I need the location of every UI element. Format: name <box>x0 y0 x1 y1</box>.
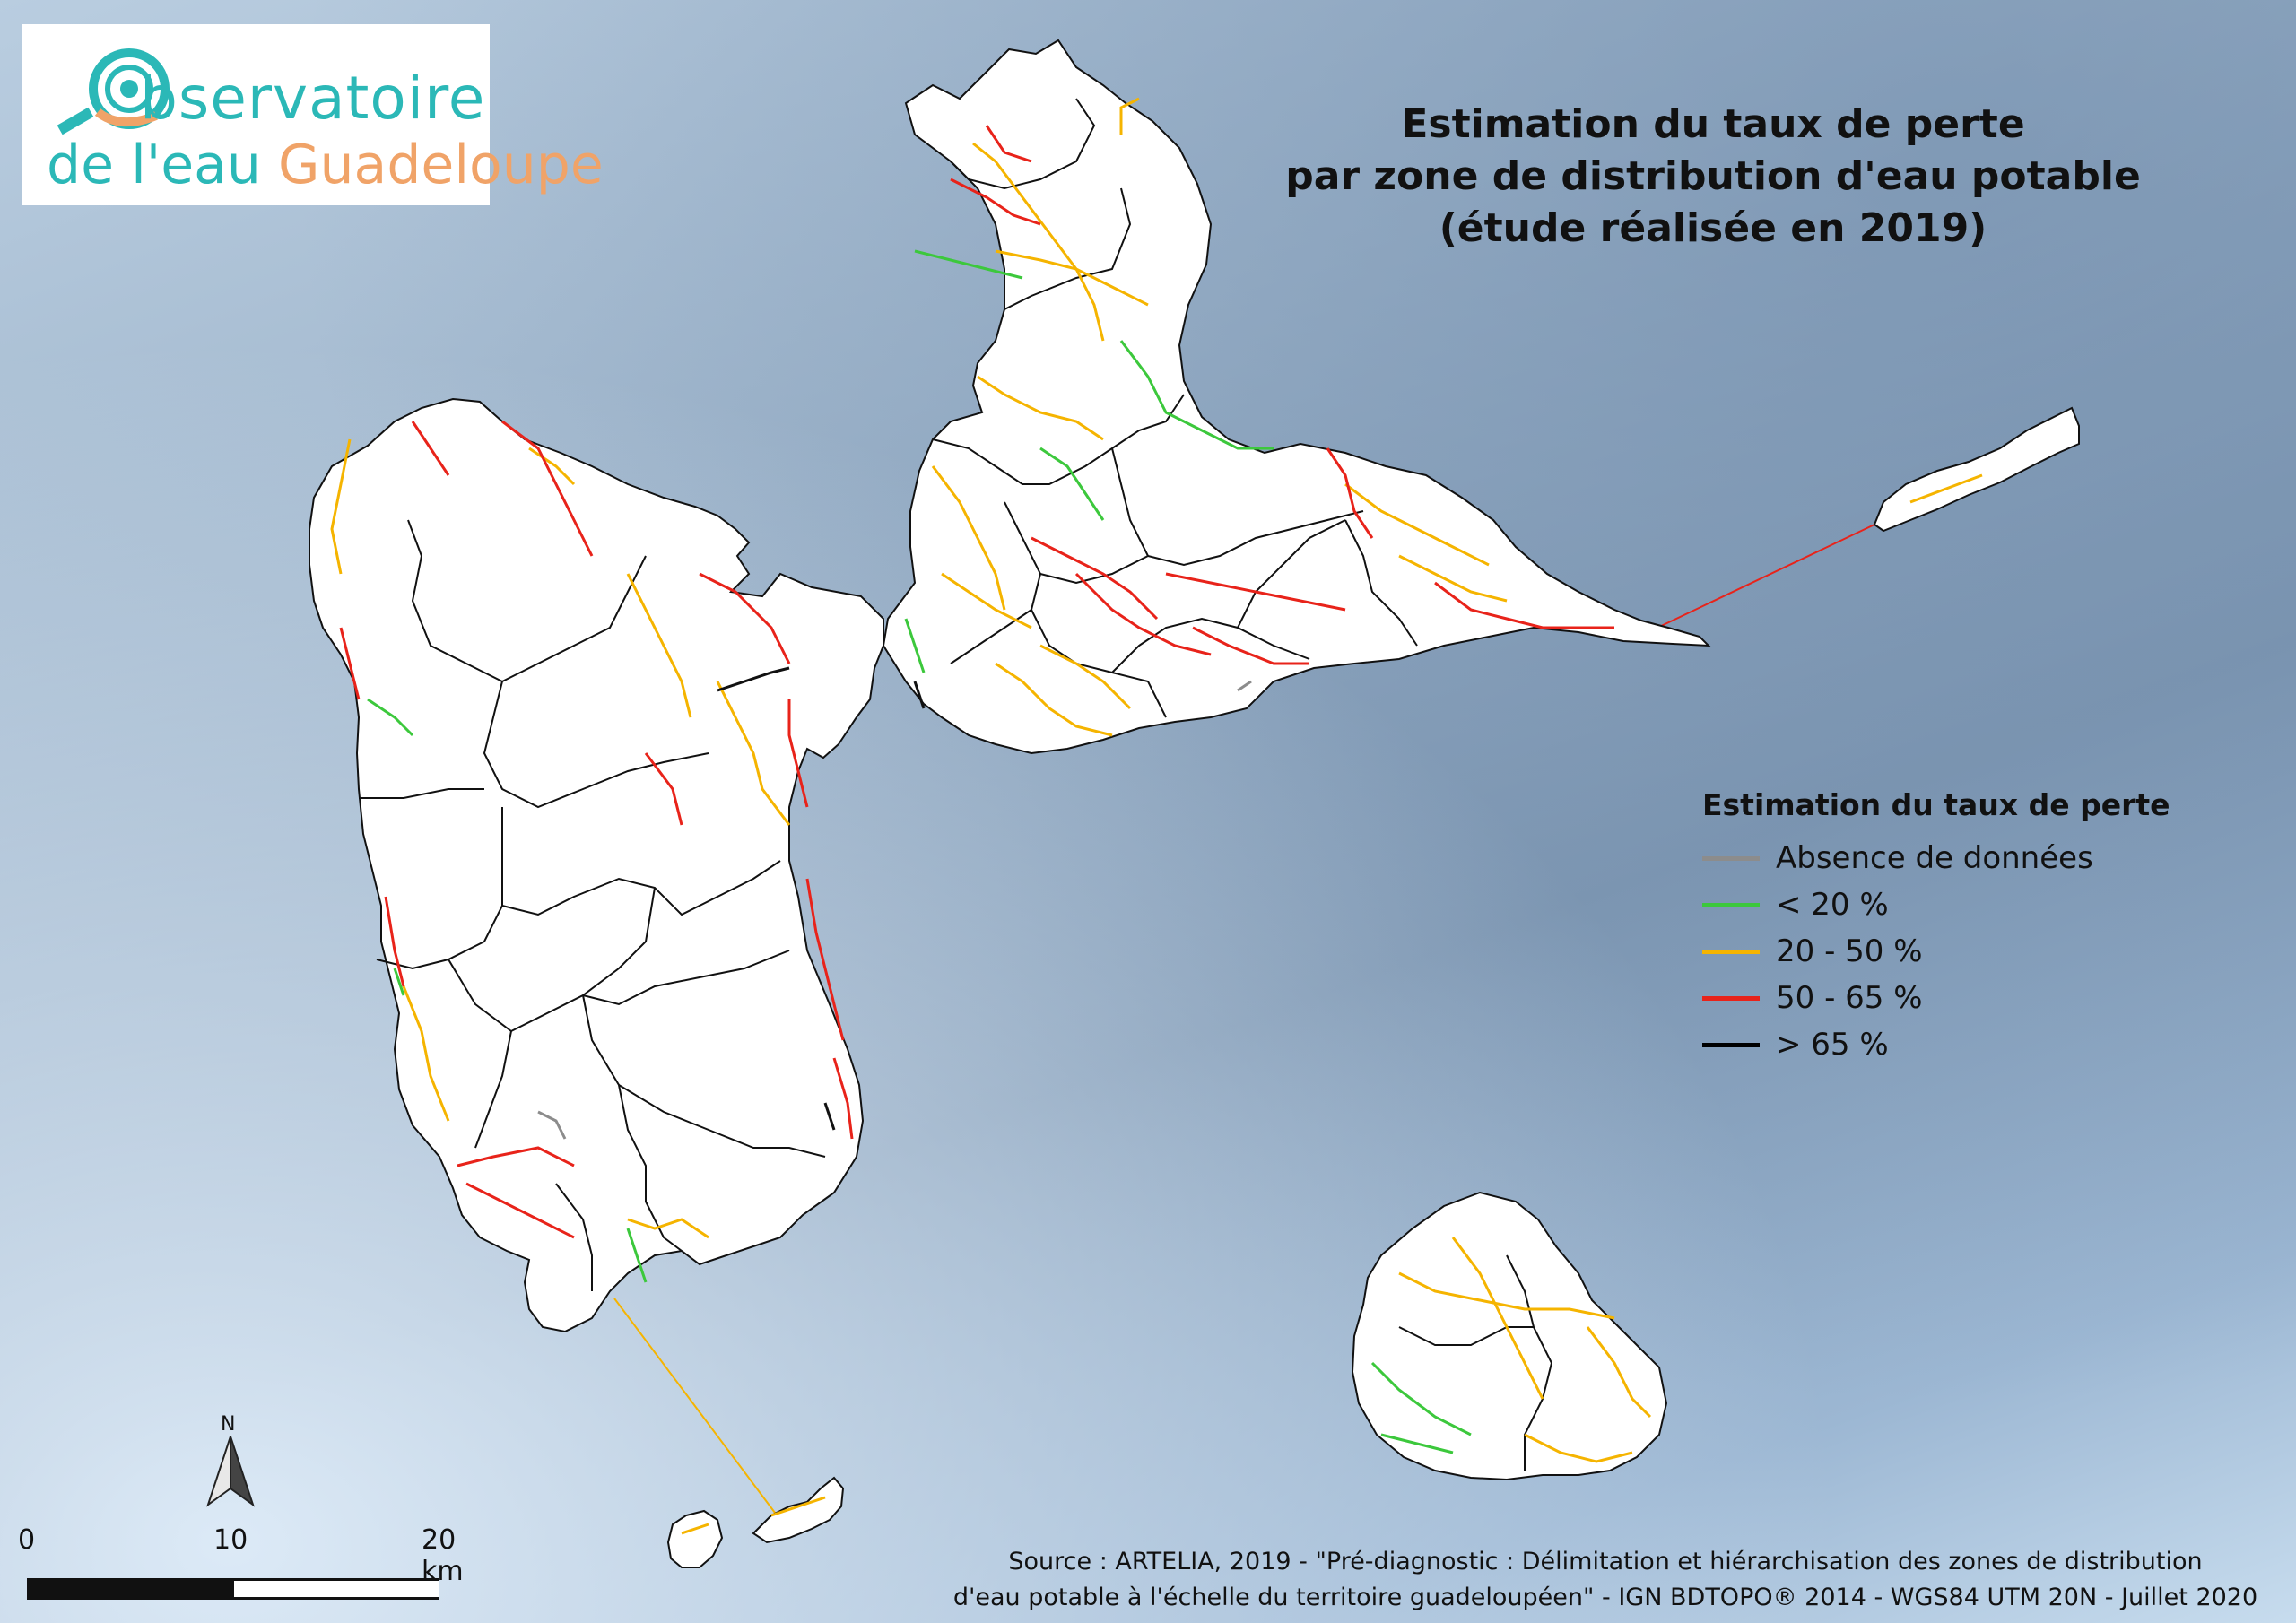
source-note: Source : ARTELIA, 2019 - "Pré-diagnostic… <box>933 1544 2278 1616</box>
scale-bar: 0 10 20 km <box>18 1524 466 1614</box>
legend-swatch-over-65 <box>1702 1042 1760 1047</box>
legend-title: Estimation du taux de perte <box>1702 787 2170 822</box>
legend-item-under-20: < 20 % <box>1702 881 2170 928</box>
source-line-2: d'eau potable à l'échelle du territoire … <box>952 1584 2258 1611</box>
island-desirade <box>1873 406 2080 533</box>
logo-text-guadeloupe: de l'eau Guadeloupe <box>47 134 604 196</box>
map-title-line-1: Estimation du taux de perte <box>1401 101 2025 147</box>
north-arrow: N <box>199 1413 262 1512</box>
network-grey <box>537 680 1252 1140</box>
legend-item-50-65: 50 - 65 % <box>1702 975 2170 1021</box>
connector-line-desirade <box>1657 524 1875 629</box>
island-terre-de-bas <box>666 1509 724 1568</box>
legend-swatch-20-50 <box>1702 949 1760 954</box>
logo-spiral-icon <box>57 48 170 135</box>
network-black <box>717 666 926 1131</box>
island-marie-galante <box>1351 1191 1668 1481</box>
island-grande-terre <box>882 39 1711 755</box>
scale-label-10: 10 <box>213 1524 248 1556</box>
legend-list: Absence de données < 20 % 20 - 50 % 50 -… <box>1702 835 2170 1068</box>
network-yellow <box>330 97 1983 1535</box>
network-red <box>339 125 1614 1239</box>
observatoire-logo: bservatoire de l'eau Guadeloupe <box>22 24 604 205</box>
scale-bar-segment-white <box>231 1581 439 1597</box>
connector-line-saintes <box>613 1298 781 1521</box>
legend-label-over-65: > 65 % <box>1776 1027 1889 1063</box>
legend-label-no-data: Absence de données <box>1776 840 2093 876</box>
legend-swatch-no-data <box>1702 855 1760 861</box>
network-green <box>367 249 1472 1454</box>
scale-bar-segment-black <box>30 1581 231 1597</box>
legend-item-20-50: 20 - 50 % <box>1702 928 2170 975</box>
north-label: N <box>221 1413 236 1436</box>
legend-label-under-20: < 20 % <box>1776 887 1889 923</box>
map-title-line-3: (étude réalisée en 2019) <box>1439 205 1987 251</box>
scale-label-0: 0 <box>18 1524 36 1556</box>
legend-label-20-50: 20 - 50 % <box>1776 933 1923 969</box>
legend: Estimation du taux de perte Absence de d… <box>1702 787 2170 1068</box>
legend-swatch-50-65 <box>1702 995 1760 1001</box>
legend-item-no-data: Absence de données <box>1702 835 2170 881</box>
map-title: Estimation du taux de perte par zone de … <box>1283 99 2144 255</box>
map-title-line-2: par zone de distribution d'eau potable <box>1285 153 2141 199</box>
legend-swatch-under-20 <box>1702 902 1760 907</box>
island-basse-terre <box>309 397 884 1333</box>
island-terre-de-haut <box>752 1476 845 1544</box>
source-line-1: Source : ARTELIA, 2019 - "Pré-diagnostic… <box>1008 1548 2203 1575</box>
zone-boundaries <box>359 98 1553 1471</box>
logo-text-region: Guadeloupe <box>278 134 604 196</box>
legend-label-50-65: 50 - 65 % <box>1776 980 1923 1016</box>
logo-text-de-leau: de l'eau <box>47 134 279 196</box>
north-arrow-icon <box>206 1436 255 1507</box>
legend-item-over-65: > 65 % <box>1702 1021 2170 1068</box>
scale-bar-graphic <box>27 1578 439 1600</box>
logo-text-observatoire: bservatoire <box>140 64 486 133</box>
